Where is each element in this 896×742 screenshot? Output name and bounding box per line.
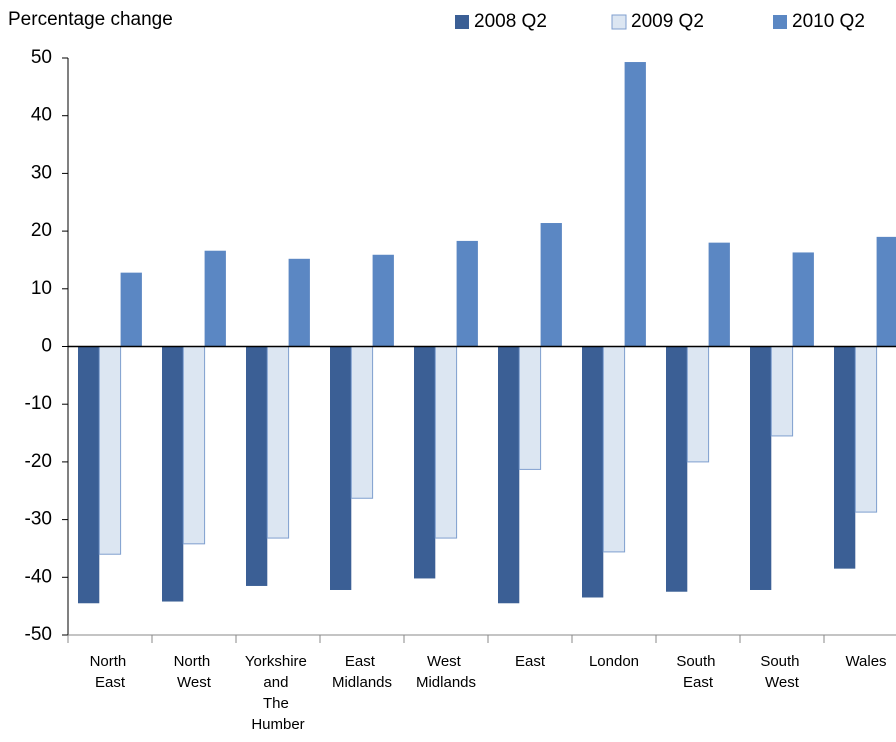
bar — [708, 242, 730, 347]
bar — [98, 346, 122, 555]
x-tick-label: North West — [174, 653, 215, 691]
legend-swatch — [773, 15, 787, 29]
bar — [350, 346, 374, 499]
bar — [182, 346, 206, 545]
bar — [602, 346, 626, 553]
axis-title: Percentage change — [8, 9, 173, 30]
bar — [288, 258, 310, 347]
x-tick-label: North East — [90, 653, 131, 691]
y-tick-label: 10 — [31, 278, 52, 299]
bar — [434, 346, 458, 539]
x-tick-label: South East — [676, 653, 719, 691]
bar — [372, 254, 394, 347]
bar — [540, 223, 562, 347]
bar — [246, 346, 268, 586]
y-tick-label: 0 — [41, 336, 52, 357]
x-tick-label: Wales — [845, 653, 886, 670]
bar — [456, 240, 478, 347]
bar — [686, 346, 710, 463]
bar — [120, 272, 142, 347]
legend-label: 2010 Q2 — [792, 11, 865, 32]
bar — [162, 346, 184, 602]
bar — [624, 62, 646, 347]
bar — [854, 346, 878, 513]
bar — [666, 346, 688, 592]
y-tick-label: -10 — [25, 393, 52, 414]
x-tick-label: West Midlands — [416, 653, 476, 691]
x-tick-label: London — [589, 653, 639, 670]
bar — [792, 252, 814, 347]
y-tick-label: -20 — [25, 451, 52, 472]
y-tick-label: -50 — [25, 624, 52, 645]
bar — [78, 346, 100, 604]
bar — [750, 346, 772, 590]
bar — [498, 346, 520, 604]
y-tick-label: 30 — [31, 162, 52, 183]
legend-label: 2008 Q2 — [474, 11, 547, 32]
bar — [266, 346, 290, 539]
bar — [770, 346, 794, 437]
y-tick-label: 40 — [31, 105, 52, 126]
legend-swatch — [455, 15, 469, 29]
bar — [518, 346, 542, 470]
y-tick-label: -40 — [25, 566, 52, 587]
x-tick-label: Yorkshire and The Humber — [245, 653, 311, 733]
legend-label: 2009 Q2 — [631, 11, 704, 32]
y-tick-label: 50 — [31, 47, 52, 68]
y-tick-label: -30 — [25, 509, 52, 530]
y-tick-label: 20 — [31, 220, 52, 241]
bar — [204, 250, 226, 347]
bar — [330, 346, 352, 590]
bar — [582, 346, 604, 598]
x-tick-label: South West — [760, 653, 803, 691]
x-tick-label: East Midlands — [332, 653, 392, 691]
x-tick-label: East — [515, 653, 546, 670]
bar — [414, 346, 436, 579]
legend-swatch — [611, 14, 627, 30]
bar — [876, 236, 896, 347]
bar — [834, 346, 856, 569]
